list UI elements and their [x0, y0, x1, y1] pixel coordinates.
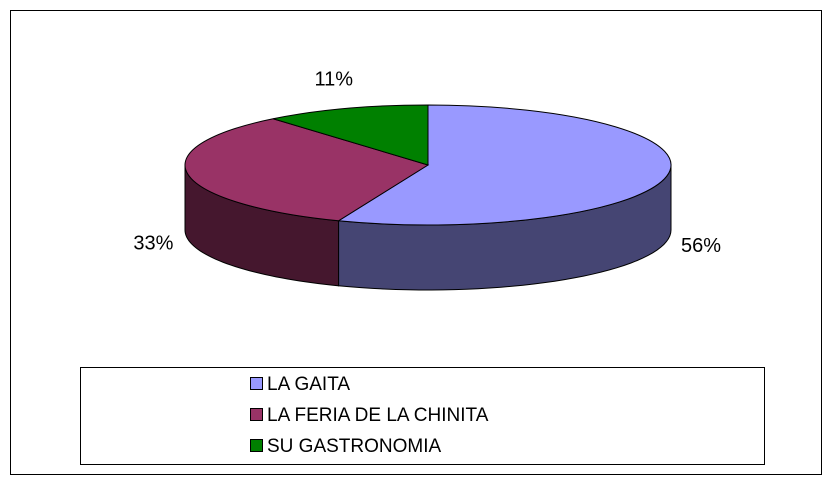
legend-swatch	[250, 377, 263, 390]
data-label: 11%	[315, 69, 354, 91]
legend-label: SU GASTRONOMIA	[267, 436, 442, 457]
legend: LA GAITA LA FERIA DE LA CHINITA SU GASTRON…	[80, 367, 765, 465]
legend-label: LA FERIA DE LA CHINITA	[267, 405, 489, 426]
slice	[337, 104, 672, 226]
pie: 56% 33% 11%	[133, 69, 721, 291]
data-label: 56%	[681, 235, 721, 257]
legend-box	[80, 367, 765, 465]
legend-swatch	[250, 439, 263, 452]
slice	[184, 118, 430, 222]
slice	[272, 104, 429, 166]
legend-label: LA GAITA	[267, 374, 350, 395]
legend-swatch	[250, 408, 263, 421]
data-label: 33%	[133, 232, 173, 254]
